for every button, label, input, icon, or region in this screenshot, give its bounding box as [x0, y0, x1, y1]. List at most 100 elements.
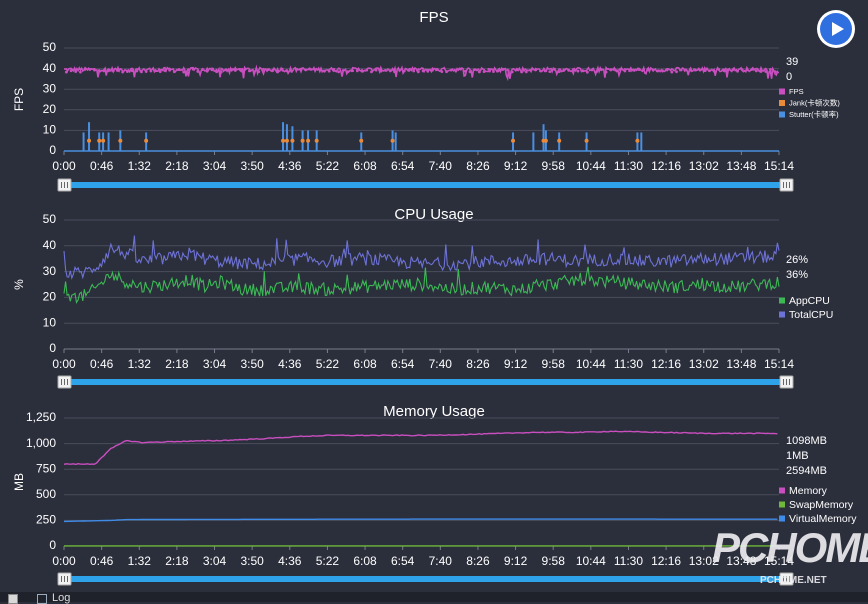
fps-point [717, 68, 721, 71]
memory-legend-label: Memory [789, 485, 828, 497]
fps-point [722, 68, 725, 72]
cpu-legend-label: TotalCPU [789, 309, 833, 321]
memory-current-value: 1MB [786, 450, 809, 462]
fps-point [520, 70, 524, 74]
fps-point [543, 69, 547, 73]
fps-x-tick-label: 3:50 [240, 159, 264, 173]
log-label: Log [52, 592, 71, 604]
fps-point [182, 70, 186, 74]
cpu-x-tick-label: 9:58 [542, 357, 566, 371]
fps-point [463, 69, 467, 73]
memory-legend-swatch [779, 487, 785, 494]
fps-point [365, 68, 369, 72]
fps-point [618, 68, 622, 71]
memory-x-tick-label: 0:00 [52, 554, 76, 568]
fps-point [233, 69, 237, 72]
cpu-x-tick-label: 13:02 [689, 357, 719, 371]
play-button[interactable] [817, 10, 855, 48]
fps-legend-swatch [779, 111, 785, 118]
fps-point [440, 70, 444, 74]
fps-x-tick-label: 1:32 [128, 159, 152, 173]
memory-x-tick-label: 3:50 [240, 554, 264, 568]
fps-point [501, 68, 505, 71]
fps-point [590, 68, 594, 72]
fps-point [299, 67, 303, 71]
fps-point [393, 70, 397, 74]
fps-legend-label: Jank(卡顿次数) [789, 97, 840, 107]
cpu-x-tick-label: 3:50 [240, 357, 264, 371]
fps-x-tick-label: 10:44 [576, 159, 606, 173]
fps-point [637, 68, 641, 72]
fps-point [88, 68, 92, 71]
memory-y-tick-label: 750 [36, 461, 56, 475]
fps-point [416, 70, 420, 74]
fps-point [426, 69, 430, 73]
fps-point [614, 68, 617, 72]
fps-point [79, 70, 82, 74]
fps-point [224, 68, 228, 72]
fps-point [679, 68, 683, 72]
fps-point [421, 69, 425, 73]
fps-point [116, 69, 120, 72]
jank-marker [290, 138, 295, 143]
fps-point [374, 68, 378, 72]
fps-point [407, 69, 411, 72]
jank-marker [359, 138, 364, 143]
fps-point [567, 68, 570, 72]
fps-point [135, 69, 139, 73]
cpu-x-tick-label: 1:32 [128, 357, 152, 371]
fps-point [698, 68, 702, 72]
fps-point [553, 67, 556, 71]
cpu-x-tick-label: 0:46 [90, 357, 114, 371]
cpu-y-tick-label: 40 [43, 238, 57, 252]
log-checkbox[interactable] [37, 594, 47, 604]
fps-point [670, 70, 674, 74]
fps-point [388, 69, 392, 73]
fps-point [726, 68, 730, 72]
memory-y-tick-label: 1,250 [26, 410, 56, 424]
fps-point [107, 69, 110, 73]
fps-y-tick-label: 20 [43, 102, 57, 116]
fps-point [163, 69, 167, 73]
fps-point [435, 67, 439, 71]
fps-point [201, 68, 204, 72]
fps-x-tick-label: 6:54 [391, 159, 415, 173]
memory-y-axis-label: MB [12, 473, 26, 491]
fps-point [539, 69, 542, 73]
fps-point [93, 68, 96, 72]
fps-x-tick-label: 6:08 [353, 159, 377, 173]
fps-point [557, 70, 561, 74]
fps-y-tick-label: 40 [43, 61, 57, 75]
memory-current-value: 1098MB [786, 435, 827, 447]
memory-x-tick-label: 9:58 [542, 554, 566, 568]
fps-point [280, 67, 284, 71]
fps-point [548, 70, 552, 74]
fps-point [140, 70, 143, 74]
fps-point [534, 68, 538, 72]
fps-legend-label: FPS [789, 87, 804, 96]
fps-current-value: 0 [786, 71, 792, 83]
collapse-icon[interactable] [8, 594, 18, 604]
fps-chart-title: FPS [419, 9, 448, 26]
fps-point [266, 68, 270, 71]
fps-point [130, 69, 134, 73]
fps-point [304, 68, 308, 72]
fps-legend-label: Stutter(卡顿率) [789, 109, 839, 119]
fps-current-value: 39 [786, 56, 798, 68]
cpu-x-tick-label: 15:14 [764, 357, 794, 371]
jank-marker [306, 138, 311, 143]
cpu-x-tick-label: 11:30 [614, 357, 643, 371]
cpu-x-tick-label: 3:04 [203, 357, 227, 371]
memory-y-tick-label: 1,000 [26, 436, 56, 450]
fps-point [102, 69, 106, 73]
fps-point [158, 70, 162, 74]
fps-point [768, 68, 772, 71]
jank-marker [118, 138, 123, 143]
memory-x-tick-label: 2:18 [165, 554, 189, 568]
fps-point [271, 68, 275, 72]
memory-x-tick-label: 3:04 [203, 554, 227, 568]
cpu-current-value: 36% [786, 269, 808, 281]
fps-point [675, 70, 678, 74]
fps-point [210, 68, 214, 72]
memory-x-tick-label: 6:54 [391, 554, 415, 568]
